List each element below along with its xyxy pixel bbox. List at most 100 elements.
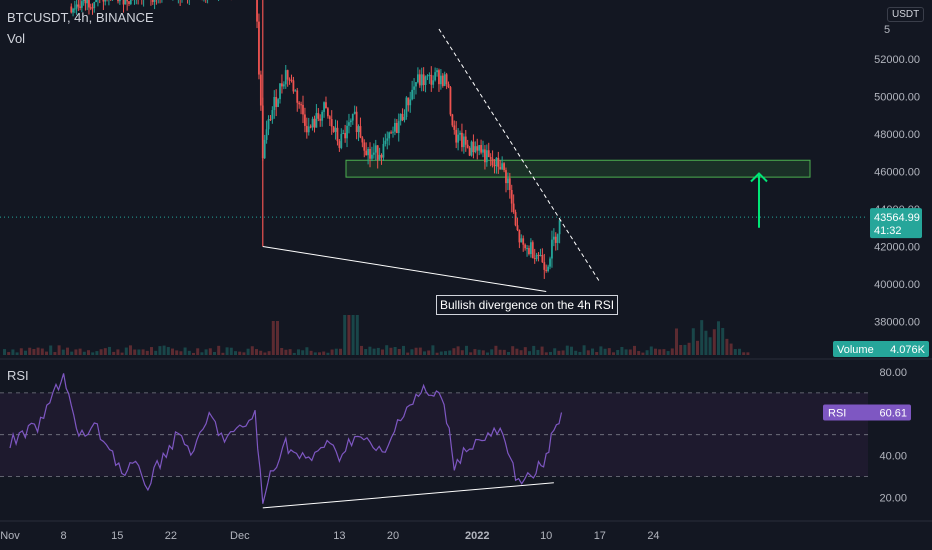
rsi-tick-label: 20.00: [879, 492, 907, 504]
price-tick-label: 52000.00: [874, 54, 920, 66]
target-arrow-head: [750, 172, 768, 183]
volume-bar: [192, 352, 195, 355]
volume-bar: [654, 348, 657, 355]
candle-body: [371, 154, 373, 159]
volume-bar: [456, 346, 460, 355]
volume-bar: [448, 350, 452, 355]
candle-body: [497, 157, 500, 167]
candle-body: [315, 113, 318, 128]
volume-bar: [334, 348, 338, 355]
candle-body: [482, 149, 484, 153]
volume-bar: [385, 345, 389, 355]
volume-bar: [532, 345, 536, 355]
volume-bar: [19, 348, 23, 355]
volume-bar: [238, 351, 242, 355]
candle-body: [311, 118, 314, 128]
candle-body: [77, 4, 80, 7]
candle-body: [390, 132, 392, 134]
candle-body: [126, 0, 129, 2]
volume-bar: [49, 345, 53, 355]
volume-bar: [460, 350, 464, 355]
time-tick-label: 15: [111, 530, 123, 542]
volume-bar: [255, 349, 258, 355]
volume-bar: [351, 315, 355, 355]
volume-bar: [595, 352, 599, 355]
candle-body: [528, 248, 530, 255]
volume-bar: [313, 352, 317, 355]
candle-body: [451, 114, 454, 126]
candle-body: [376, 145, 379, 160]
volume-bar: [347, 315, 351, 355]
volume-bar: [511, 346, 515, 355]
volume-bar: [103, 348, 107, 355]
candle-body: [307, 126, 310, 133]
volume-bar: [586, 350, 590, 355]
candle-body: [520, 238, 523, 243]
candle-body: [505, 170, 507, 184]
candle-body: [533, 258, 536, 260]
candle-body: [380, 154, 383, 158]
candle-body: [493, 165, 496, 167]
trendline-downtrend: [438, 28, 601, 283]
candle-body: [472, 141, 475, 153]
volume-bar: [45, 351, 48, 355]
price-tick-label: 46000.00: [874, 167, 920, 179]
candle-body: [428, 74, 431, 76]
candle-body: [304, 114, 306, 126]
candle-body: [124, 0, 127, 5]
time-tick-label: 24: [647, 530, 659, 542]
volume-bar: [70, 351, 74, 355]
candle-body: [326, 108, 329, 117]
candle-body: [275, 96, 278, 107]
volume-bar: [507, 351, 510, 355]
candle-body: [487, 150, 490, 158]
rsi-tag-value: 60.61: [879, 408, 907, 420]
candle-body: [104, 0, 107, 2]
candle-body: [516, 225, 519, 231]
candle-body: [75, 4, 78, 9]
volume-bar: [318, 352, 321, 355]
volume-bar: [175, 350, 179, 355]
volume-bar: [637, 351, 641, 355]
volume-bar: [620, 346, 624, 355]
volume-bar: [389, 347, 393, 355]
candle-body: [346, 125, 348, 139]
volume-bar: [658, 349, 662, 355]
volume-bar: [666, 351, 670, 355]
candle-body: [401, 113, 404, 121]
candle-body: [407, 97, 410, 106]
candle-body: [549, 258, 551, 267]
candle-body: [439, 75, 442, 85]
candle-body: [344, 133, 347, 139]
candle-body: [526, 248, 528, 250]
candle-body: [386, 138, 389, 141]
volume-bar: [242, 352, 246, 355]
candle-body: [72, 8, 74, 13]
volume-bar: [486, 352, 489, 355]
candle-body: [348, 122, 350, 126]
candle-body: [378, 154, 381, 160]
candle-body: [507, 178, 509, 184]
volume-bar: [250, 346, 254, 355]
volume-bar: [452, 348, 456, 355]
candle-body: [273, 96, 276, 111]
volume-bar: [28, 347, 32, 355]
volume-bar: [729, 343, 733, 355]
volume-bar: [574, 350, 578, 355]
candle-body: [441, 75, 444, 86]
candle-body: [545, 269, 548, 272]
volume-bar: [721, 327, 725, 355]
candle-body: [271, 110, 274, 120]
time-tick-label: 13: [333, 530, 345, 542]
volume-bar: [284, 349, 288, 355]
volume-bar: [494, 345, 498, 355]
volume-bar: [301, 350, 305, 355]
candle-body: [89, 7, 92, 9]
volume-bar: [561, 350, 565, 355]
volume-bar: [141, 349, 145, 355]
candle-body: [405, 97, 408, 117]
candle-body: [313, 118, 316, 128]
currency-unit-button[interactable]: USDT: [887, 7, 925, 22]
volume-bar: [607, 348, 611, 355]
